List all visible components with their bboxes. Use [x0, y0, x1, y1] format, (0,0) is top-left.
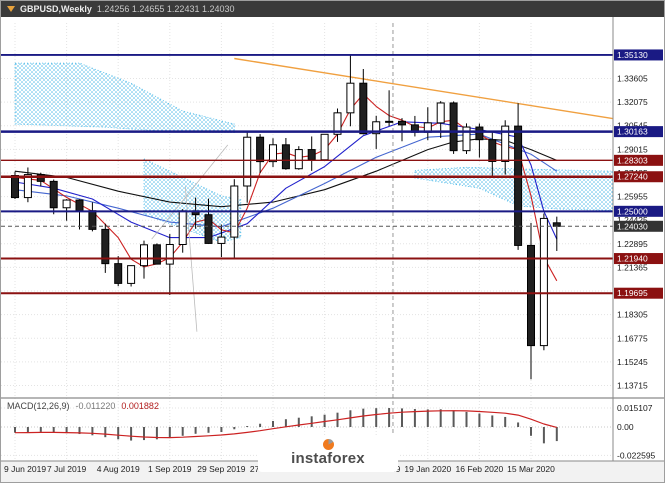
candle-body	[140, 244, 148, 267]
current-price-badge[interactable]	[614, 220, 663, 232]
candle-body	[49, 180, 58, 209]
candle-body	[269, 144, 277, 163]
price-axis-label: 1.32075	[617, 97, 648, 107]
candle-body	[320, 133, 329, 161]
price-axis-label: 1.21365	[617, 262, 648, 272]
chart-area: 1.336051.320751.305451.290151.274851.259…	[1, 17, 664, 482]
candle-body	[346, 82, 355, 114]
ma-long-black	[14, 138, 558, 208]
instaforex-logo-icon	[322, 439, 334, 450]
candle-body	[475, 126, 484, 141]
candle-body	[23, 174, 32, 199]
candle-body	[385, 120, 394, 123]
trendline-orange[interactable]	[234, 57, 614, 120]
candle-body	[307, 149, 316, 161]
candle-body	[294, 149, 303, 170]
watermark-text: instaforex	[291, 450, 365, 467]
candle-body	[11, 175, 19, 199]
date-axis-label: 29 Sep 2019	[197, 464, 245, 474]
candle-body	[281, 144, 290, 170]
price-level-badge[interactable]	[614, 253, 663, 265]
price-level-badge[interactable]	[614, 49, 663, 61]
candle-body	[165, 244, 174, 265]
candle-body	[552, 222, 561, 227]
macd-axis-label: -0.022595	[617, 450, 656, 460]
candle-body	[75, 199, 84, 212]
price-level-badge-label: 1.25000	[617, 206, 648, 216]
candle-body	[514, 125, 523, 246]
candle-body	[204, 214, 213, 244]
date-axis-label: 19 Jan 2020	[404, 464, 451, 474]
candle-body	[114, 263, 123, 284]
price-chart-canvas: 1.336051.320751.305451.290151.274851.259…	[1, 17, 664, 482]
date-axis-label: 1 Sep 2019	[148, 464, 192, 474]
candle-body	[462, 126, 471, 152]
price-axis-label: 1.25955	[617, 192, 648, 202]
price-level-badge[interactable]	[614, 287, 663, 299]
candle-body	[372, 121, 381, 135]
candle-body	[152, 244, 161, 265]
price-axis-label: 1.24425	[617, 215, 648, 225]
candle-body	[127, 265, 136, 284]
price-axis-label: 1.13715	[617, 381, 648, 391]
candle-body	[333, 112, 342, 135]
price-level-badge-label: 1.35130	[617, 50, 648, 60]
candle-body	[501, 125, 510, 162]
candle-body	[449, 102, 458, 152]
candle-body	[488, 139, 497, 162]
price-axis-label: 1.18305	[617, 310, 648, 320]
price-level-badge[interactable]	[614, 126, 663, 138]
candle-body	[101, 228, 110, 265]
candle-body	[178, 210, 187, 246]
chart-title: GBPUSD,Weekly	[20, 4, 92, 14]
candle-body	[359, 82, 368, 135]
date-axis-label: 16 Feb 2020	[456, 464, 504, 474]
price-level-badge[interactable]	[614, 205, 663, 217]
ma-medium-blue	[14, 121, 558, 240]
watermark: instaforex	[258, 436, 398, 473]
chart-ohlc-readout: 1.24256 1.24655 1.22431 1.24030	[96, 4, 235, 14]
macd-axis-label: 0.00	[617, 422, 634, 432]
date-axis-label: 15 Mar 2020	[507, 464, 555, 474]
candle-body	[539, 217, 548, 347]
macd-axis-label: 0.015107	[617, 403, 653, 413]
date-axis-label: 4 Aug 2019	[97, 464, 140, 474]
price-level-badge-label: 1.19695	[617, 288, 648, 298]
ma-slow-blue	[14, 133, 558, 228]
price-axis	[613, 17, 664, 461]
current-price-badge-label: 1.24030	[617, 221, 648, 231]
ichimoku-cloud	[14, 62, 235, 134]
symbol-dropdown-icon[interactable]	[7, 6, 15, 12]
price-axis-label: 1.15245	[617, 357, 648, 367]
candle-body	[398, 120, 406, 126]
price-axis-label: 1.30545	[617, 121, 648, 131]
price-level-badge-label: 1.28303	[617, 155, 648, 165]
candle-body	[256, 136, 265, 163]
price-level-badge-label: 1.21940	[617, 254, 648, 264]
date-axis-label: 9 Jun 2019	[4, 464, 46, 474]
price-level-badge-label: 1.27240	[617, 172, 648, 182]
chart-titlebar: GBPUSD,Weekly 1.24256 1.24655 1.22431 1.…	[1, 1, 664, 17]
date-axis-label: 7 Jul 2019	[47, 464, 86, 474]
price-level-badge[interactable]	[614, 171, 663, 183]
price-axis-label: 1.22895	[617, 239, 648, 249]
candle-body	[527, 244, 535, 347]
candle-body	[243, 136, 252, 187]
price-axis-label: 1.16775	[617, 333, 648, 343]
price-axis-label: 1.29015	[617, 144, 648, 154]
candle-body	[62, 199, 71, 209]
price-axis-label: 1.33605	[617, 73, 648, 83]
price-level-badge[interactable]	[614, 154, 663, 166]
candle-body	[217, 236, 226, 244]
price-level-badge-label: 1.30163	[617, 127, 648, 137]
macd-signal-line	[14, 410, 557, 439]
candle-body	[436, 102, 445, 124]
